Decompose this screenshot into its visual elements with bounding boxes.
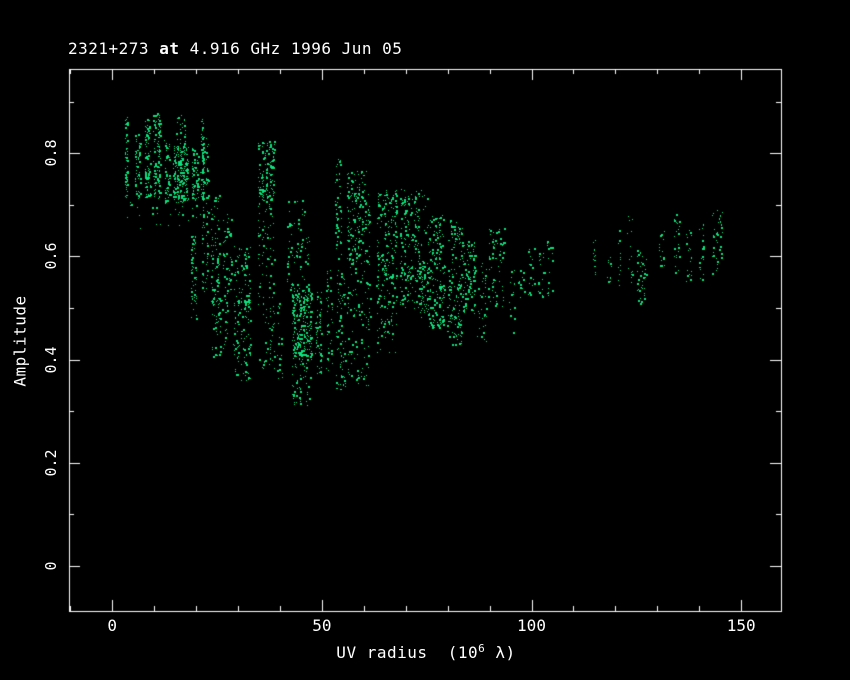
- y-tick-label: 0.6: [42, 242, 60, 270]
- x-axis-label: UV radius (106 λ): [336, 642, 515, 662]
- x-tick-label: 100: [517, 616, 546, 635]
- plot-title-freq-date: 4.916 GHz 1996 Jun 05: [179, 39, 403, 58]
- x-tick-label: 150: [726, 616, 756, 635]
- x-axis-label-exponent: 6: [478, 642, 486, 655]
- y-tick-label: 0.8: [42, 139, 60, 167]
- plot-title: 2321+273 at 4.916 GHz 1996 Jun 05: [68, 39, 402, 58]
- y-tick-label: 0.4: [42, 346, 60, 374]
- plot-title-at: at: [159, 39, 180, 58]
- x-tick-label: 50: [312, 616, 332, 635]
- x-tick-label: 0: [107, 616, 118, 635]
- plot-title-source: 2321+273: [68, 39, 160, 58]
- x-axis-label-lambda: λ): [485, 643, 516, 662]
- y-tick-label: 0: [42, 561, 60, 571]
- y-axis-label: Amplitude: [10, 295, 30, 387]
- x-axis-label-text: UV radius (10: [336, 643, 479, 662]
- y-tick-label: 0.2: [42, 449, 60, 477]
